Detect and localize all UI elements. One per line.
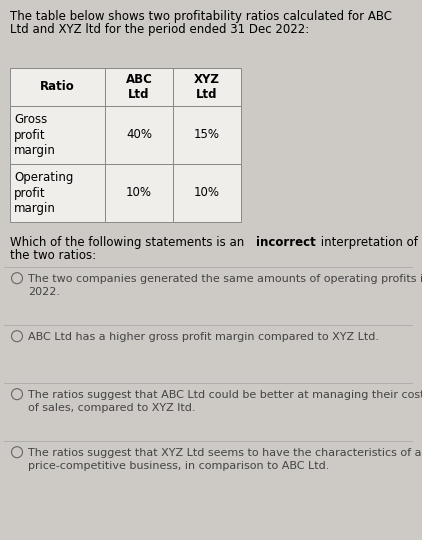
Bar bbox=[105, 68, 173, 106]
Text: The two companies generated the same amounts of operating profits in
2022.: The two companies generated the same amo… bbox=[29, 274, 422, 298]
Bar bbox=[10, 106, 105, 164]
Text: 10%: 10% bbox=[126, 186, 152, 199]
Bar bbox=[173, 164, 241, 222]
Text: Gross
profit
margin: Gross profit margin bbox=[14, 113, 56, 157]
Text: Ltd and XYZ ltd for the period ended 31 Dec 2022:: Ltd and XYZ ltd for the period ended 31 … bbox=[10, 23, 309, 36]
Text: Which of the following statements is an: Which of the following statements is an bbox=[10, 236, 248, 249]
Text: 15%: 15% bbox=[194, 129, 220, 141]
Text: 10%: 10% bbox=[194, 186, 220, 199]
Bar bbox=[105, 106, 173, 164]
Text: interpretation of: interpretation of bbox=[317, 236, 418, 249]
Text: incorrect: incorrect bbox=[256, 236, 315, 249]
Bar bbox=[10, 68, 105, 106]
Text: the two ratios:: the two ratios: bbox=[10, 249, 96, 262]
Bar bbox=[105, 164, 173, 222]
Bar bbox=[10, 164, 105, 222]
Text: ABC
Ltd: ABC Ltd bbox=[126, 73, 152, 102]
Bar bbox=[173, 106, 241, 164]
Text: The ratios suggest that XYZ Ltd seems to have the characteristics of a
price-com: The ratios suggest that XYZ Ltd seems to… bbox=[29, 448, 422, 471]
Text: XYZ
Ltd: XYZ Ltd bbox=[194, 73, 220, 102]
Text: ABC Ltd has a higher gross profit margin compared to XYZ Ltd.: ABC Ltd has a higher gross profit margin… bbox=[29, 332, 379, 342]
Text: 40%: 40% bbox=[126, 129, 152, 141]
Text: The table below shows two profitability ratios calculated for ABC: The table below shows two profitability … bbox=[10, 10, 392, 23]
Text: Operating
profit
margin: Operating profit margin bbox=[14, 171, 73, 215]
Bar bbox=[173, 68, 241, 106]
Text: The ratios suggest that ABC Ltd could be better at managing their cost
of sales,: The ratios suggest that ABC Ltd could be… bbox=[29, 390, 422, 414]
Text: Ratio: Ratio bbox=[40, 80, 75, 93]
